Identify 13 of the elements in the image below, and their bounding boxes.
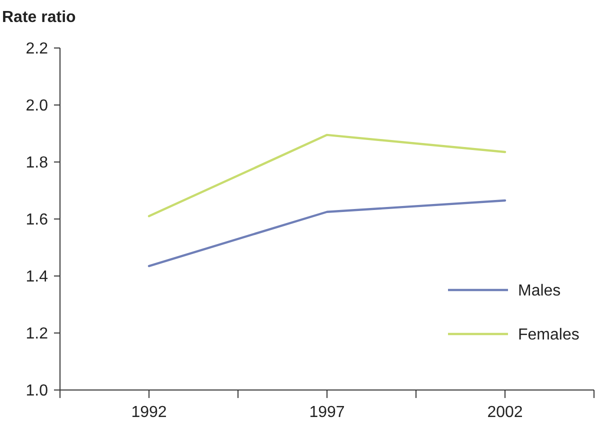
y-tick-label: 1.0 bbox=[26, 382, 48, 400]
y-tick-label: 1.4 bbox=[26, 268, 48, 286]
x-tick-label: 1992 bbox=[131, 404, 167, 421]
x-tick-label: 2002 bbox=[487, 404, 523, 421]
y-tick-label: 1.8 bbox=[26, 154, 48, 172]
legend-label: Females bbox=[518, 326, 580, 344]
y-tick-label: 2.0 bbox=[26, 98, 48, 115]
y-tick-label: 1.2 bbox=[26, 326, 48, 343]
y-axis-title: Rate ratio bbox=[2, 9, 76, 26]
legend-label: Males bbox=[518, 282, 561, 300]
y-tick-label: 2.2 bbox=[26, 40, 48, 58]
x-tick-label: 1997 bbox=[309, 404, 345, 421]
y-tick-label: 1.6 bbox=[26, 212, 48, 229]
